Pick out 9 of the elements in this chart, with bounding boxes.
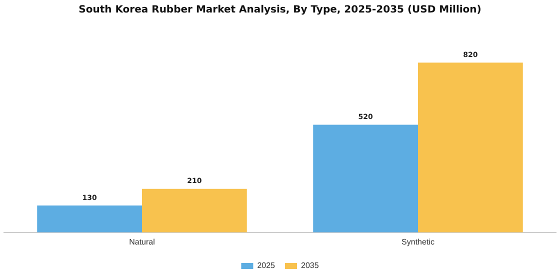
bar [418, 62, 523, 232]
legend-label: 2025 [257, 261, 276, 270]
x-tick-label: Natural [129, 237, 156, 246]
bar [37, 205, 142, 232]
bar [313, 124, 418, 232]
bar [142, 188, 247, 232]
x-tick-label: Synthetic [402, 237, 434, 246]
chart-title: South Korea Rubber Market Analysis, By Type, 2025-2035 (USD Million) [78, 4, 482, 16]
legend-label: 2035 [301, 261, 320, 270]
